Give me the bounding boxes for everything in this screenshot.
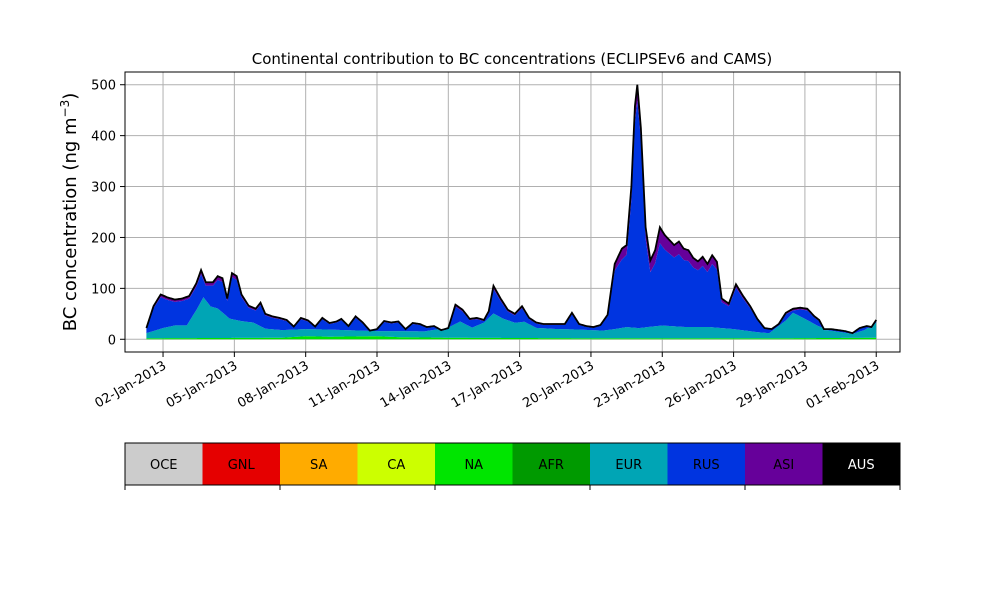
y-tick-label: 100 (91, 282, 116, 297)
y-tick-label: 200 (91, 231, 116, 246)
area-na (146, 336, 877, 340)
x-tick-label: 26-Jan-2013 (663, 358, 740, 411)
colorbar-label-afr: AFR (539, 458, 564, 473)
colorbar-segment-eur (590, 443, 668, 485)
x-tick-label: 17-Jan-2013 (449, 358, 526, 411)
x-tick-label: 29-Jan-2013 (734, 358, 811, 411)
colorbar-segment-rus (667, 443, 746, 485)
area-rus (146, 100, 877, 334)
colorbar-label-ca: CA (387, 458, 405, 473)
x-tick-label: 02-Jan-2013 (92, 358, 169, 411)
area-aus (145, 84, 877, 335)
colorbar-label-sa: SA (310, 458, 327, 473)
x-tick-label: 01-Feb-2013 (804, 358, 883, 412)
colorbar: OCE GNL SA CA NA AFR EUR RUS ASI AUS (124, 442, 901, 490)
colorbar-segment-oce (125, 443, 203, 485)
chart-title: Continental contribution to BC concentra… (252, 50, 773, 68)
y-tick-label: 300 (91, 181, 116, 196)
colorbar-segment-afr (512, 443, 591, 485)
y-tick-label: 0 (108, 333, 116, 348)
area-asi (146, 84, 877, 334)
x-tick-label: 08-Jan-2013 (235, 358, 312, 411)
y-axis-label: BC concentration (ng m−3) (58, 93, 81, 332)
colorbar-label-eur: EUR (615, 458, 642, 473)
colorbar-segment-na (435, 443, 513, 485)
x-tick-label: 11-Jan-2013 (306, 358, 383, 411)
colorbar-segment-gnl (202, 443, 281, 485)
plot-frame (124, 71, 901, 353)
x-tick-label: 14-Jan-2013 (378, 358, 455, 411)
colorbar-label-aus: AUS (848, 458, 875, 473)
colorbar-label-gnl: GNL (228, 458, 256, 473)
colorbar-frame (124, 442, 901, 486)
colorbar-segment-aus (822, 443, 901, 485)
colorbar-segment-ca (357, 443, 436, 485)
colorbar-label-rus: RUS (693, 458, 720, 473)
colorbar-label-na: NA (464, 458, 483, 473)
colorbar-segment-sa (280, 443, 358, 485)
y-tick-label: 500 (91, 79, 116, 94)
axes-layer: 0 100 200 300 400 500 02-Jan-201305-Jan-201308… (91, 71, 901, 412)
area-layer (145, 84, 877, 340)
colorbar-label-asi: ASI (773, 458, 794, 473)
y-axis-label-exponent: −3 (58, 100, 72, 118)
x-tick-label: 20-Jan-2013 (520, 358, 597, 411)
x-tick-label: 05-Jan-2013 (164, 358, 241, 411)
area-eur (146, 297, 877, 339)
colorbar-segment-asi (745, 443, 823, 485)
y-tick-label: 400 (91, 130, 116, 145)
y-axis-label-close: ) (60, 93, 81, 100)
y-axis-label-main: BC concentration (ng m (60, 117, 81, 331)
colorbar-label-oce: OCE (150, 458, 178, 473)
x-tick-label: 23-Jan-2013 (592, 358, 669, 411)
